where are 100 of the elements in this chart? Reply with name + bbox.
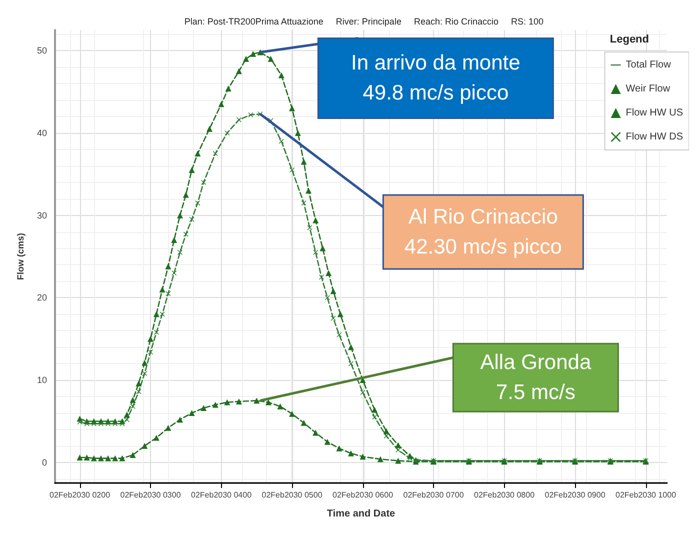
point — [236, 398, 242, 404]
point — [224, 130, 230, 136]
point — [112, 421, 118, 426]
point — [320, 245, 326, 252]
point — [130, 452, 136, 458]
point — [142, 360, 148, 366]
point — [148, 350, 154, 355]
y-tick-label: 50 — [36, 46, 47, 56]
point — [124, 417, 130, 422]
point — [106, 421, 111, 426]
point — [313, 250, 318, 255]
point — [124, 412, 130, 418]
point — [243, 56, 250, 62]
point — [294, 130, 301, 136]
point — [212, 151, 218, 156]
point — [312, 217, 319, 224]
legend-title: Legend — [610, 34, 650, 46]
point — [326, 270, 332, 276]
x-tick-label: 02Feb2030 1000 — [616, 490, 677, 500]
legend-label: Flow HW US — [626, 108, 684, 118]
point — [289, 410, 296, 417]
point — [289, 105, 296, 112]
point — [182, 192, 189, 198]
point — [153, 434, 160, 441]
point — [165, 263, 172, 270]
point — [148, 336, 154, 342]
point — [120, 421, 125, 426]
x-tick-label: 02Feb2030 0800 — [474, 490, 536, 500]
point — [183, 232, 188, 237]
point — [142, 442, 148, 449]
x-tick-label: 02Feb2030 0200 — [50, 490, 111, 500]
legend-label: Flow HW DS — [626, 132, 684, 142]
point — [77, 420, 82, 425]
point — [201, 180, 206, 185]
point — [324, 438, 330, 445]
point — [318, 274, 324, 280]
point — [188, 167, 195, 174]
legend-label: Total Flow — [626, 60, 672, 70]
x-tick-label: 02Feb2030 0400 — [191, 490, 252, 500]
point — [336, 445, 342, 452]
point — [301, 200, 306, 206]
point — [98, 421, 104, 426]
point — [236, 117, 242, 122]
annotation: Alla Gronda 7.5 mc/s — [480, 351, 592, 404]
point — [154, 330, 159, 335]
legend-label: Weir Flow — [626, 84, 671, 94]
point — [377, 456, 384, 462]
point — [84, 454, 90, 460]
point — [277, 403, 284, 410]
y-tick-label: 0 — [42, 457, 47, 468]
point — [189, 216, 194, 222]
point — [166, 291, 171, 296]
point — [384, 434, 389, 439]
point — [278, 72, 284, 78]
point — [200, 405, 207, 412]
point — [212, 402, 218, 408]
point — [236, 68, 242, 74]
x-tick-label: 02Feb2030 0600 — [332, 490, 394, 500]
point — [250, 50, 256, 57]
point — [290, 168, 295, 173]
point — [98, 455, 104, 462]
x-tick-label: 02Feb2030 0300 — [120, 490, 182, 500]
point — [395, 458, 402, 464]
point — [194, 150, 201, 157]
point — [218, 101, 224, 108]
point — [160, 312, 165, 317]
point — [268, 56, 274, 62]
y-tick-label: 40 — [36, 128, 47, 138]
annotation: In arrivo da monte 49.8 mc/s picco — [351, 52, 520, 105]
point — [348, 344, 354, 350]
point — [195, 200, 200, 206]
x-tick-label: 02Feb2030 0700 — [403, 490, 464, 500]
point — [300, 420, 307, 426]
point — [348, 450, 354, 456]
point — [324, 295, 330, 300]
point — [224, 399, 230, 406]
point — [84, 421, 90, 426]
point — [153, 311, 160, 318]
x-tick-label: 02Feb2030 0500 — [262, 490, 323, 500]
point — [130, 396, 136, 403]
point — [306, 188, 312, 194]
point — [130, 404, 136, 409]
point — [330, 288, 336, 294]
point — [112, 455, 118, 462]
point — [330, 316, 336, 321]
point — [159, 286, 166, 292]
y-tick-label: 20 — [36, 292, 47, 303]
point — [136, 380, 142, 386]
point — [360, 454, 366, 460]
point — [105, 455, 112, 462]
point — [372, 406, 378, 413]
annotation: Al Rio Crinaccio 42.30 mc/s picco — [404, 206, 562, 259]
point — [76, 454, 83, 460]
point — [254, 398, 260, 404]
point — [312, 430, 319, 436]
point — [337, 311, 344, 318]
point — [407, 456, 412, 461]
point — [206, 126, 212, 132]
point — [348, 361, 354, 366]
y-axis-title: Flow (cms) — [16, 232, 26, 280]
